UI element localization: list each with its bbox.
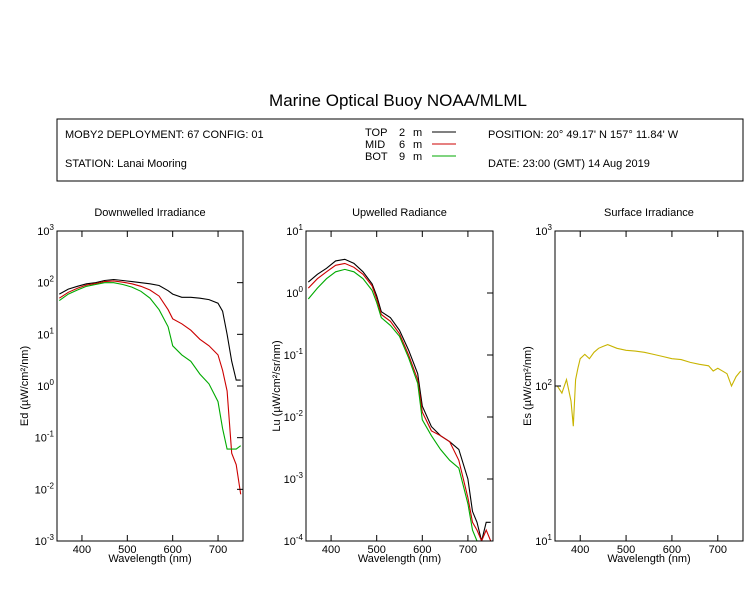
- legend-bot-unit: m: [413, 151, 422, 163]
- legend-mid-unit: m: [413, 139, 422, 151]
- panel-title: Surface Irradiance: [604, 207, 694, 219]
- series-line-mid: [307, 262, 492, 541]
- legend-bot-depth: 9: [399, 151, 405, 163]
- y-tick-label: 101: [37, 326, 54, 341]
- x-tick-label: 700: [209, 544, 227, 556]
- y-tick-label: 10-3: [35, 533, 55, 548]
- y-axis-label: Ed (µW/cm²/nm): [19, 346, 31, 426]
- station-text: STATION: Lanai Mooring: [65, 158, 187, 170]
- legend-entry-bot: BOT 9 m: [365, 151, 456, 163]
- panel-upwelled-radiance: Upwelled Radiance 400 500 600 700 10-4 10-3 10-…: [271, 207, 494, 565]
- legend: TOP 2 m MID 6 m BOT 9 m: [365, 127, 456, 163]
- x-axis-label: Wavelength (nm): [607, 553, 690, 565]
- y-tick-label: 100: [37, 378, 54, 393]
- date-text: DATE: 23:00 (GMT) 14 Aug 2019: [488, 158, 650, 170]
- series-group: [556, 344, 742, 427]
- y-tick-label: 10-3: [284, 471, 304, 486]
- x-axis-label: Wavelength (nm): [358, 553, 441, 565]
- figure-title: Marine Optical Buoy NOAA/MLML: [269, 91, 527, 110]
- series-line-top: [59, 278, 241, 381]
- series-line-mid: [58, 280, 242, 495]
- legend-bot-name: BOT: [365, 151, 388, 163]
- y-tick-label: 102: [535, 378, 552, 393]
- x-tick-label: 500: [118, 544, 136, 556]
- x-tick-label: 400: [571, 544, 589, 556]
- x-tick-label: 400: [322, 544, 340, 556]
- y-tick-label: 101: [286, 223, 303, 238]
- legend-top-depth: 2: [399, 127, 405, 139]
- y-tick-label: 101: [535, 533, 552, 548]
- legend-mid-depth: 6: [399, 139, 405, 151]
- info-box: MOBY2 DEPLOYMENT: 67 CONFIG: 01 STATION:…: [56, 118, 744, 182]
- plot-frame: [554, 230, 744, 542]
- plot-frame: [305, 230, 494, 542]
- info-box-frame: [56, 118, 744, 182]
- panel-downwelled-irradiance: Downwelled Irradiance 400 500 600 700 10-3 10-…: [19, 207, 244, 565]
- deployment-text: MOBY2 DEPLOYMENT: 67 CONFIG: 01: [65, 129, 264, 141]
- series-line-top: [307, 258, 491, 541]
- y-axis-label: Es (µW/cm²/nm): [522, 346, 534, 426]
- x-tick-label: 700: [709, 544, 727, 556]
- legend-top-name: TOP: [365, 127, 387, 139]
- position-text: POSITION: 20° 49.17' N 157° 11.84' W: [488, 129, 679, 141]
- y-tick-label: 10-2: [35, 481, 55, 496]
- y-tick-label: 103: [535, 223, 552, 238]
- panel-title: Upwelled Radiance: [352, 207, 447, 219]
- y-tick-label: 10-1: [284, 347, 304, 362]
- legend-mid-name: MID: [365, 139, 385, 151]
- y-tick-label: 10-2: [284, 409, 304, 424]
- x-tick-label: 600: [663, 544, 681, 556]
- y-tick-label: 100: [286, 285, 303, 300]
- y-tick-label: 102: [37, 275, 54, 290]
- panel-surface-irradiance: Surface Irradiance 400 500 600 700 101 102 103 W…: [522, 207, 744, 565]
- y-tick-label: 10-4: [284, 533, 304, 548]
- y-tick-label: 103: [37, 223, 54, 238]
- series-group: [307, 258, 492, 541]
- x-tick-label: 700: [459, 544, 477, 556]
- x-tick-label: 600: [164, 544, 182, 556]
- plot-frame: [56, 230, 244, 542]
- y-tick-label: 10-1: [35, 430, 55, 445]
- series-line-es: [556, 344, 742, 427]
- series-line-bot: [307, 268, 482, 541]
- series-line-bot: [58, 282, 242, 450]
- x-axis-label: Wavelength (nm): [108, 553, 191, 565]
- x-tick-label: 500: [368, 544, 386, 556]
- x-tick-label: 400: [73, 544, 91, 556]
- legend-entry-mid: MID 6 m: [365, 139, 456, 151]
- legend-top-unit: m: [413, 127, 422, 139]
- legend-entry-top: TOP 2 m: [365, 127, 456, 139]
- series-group: [58, 278, 242, 495]
- x-tick-label: 600: [413, 544, 431, 556]
- x-tick-label: 500: [617, 544, 635, 556]
- y-axis-label: Lu (µW/cm²/sr/nm): [271, 340, 283, 431]
- panel-title: Downwelled Irradiance: [94, 207, 205, 219]
